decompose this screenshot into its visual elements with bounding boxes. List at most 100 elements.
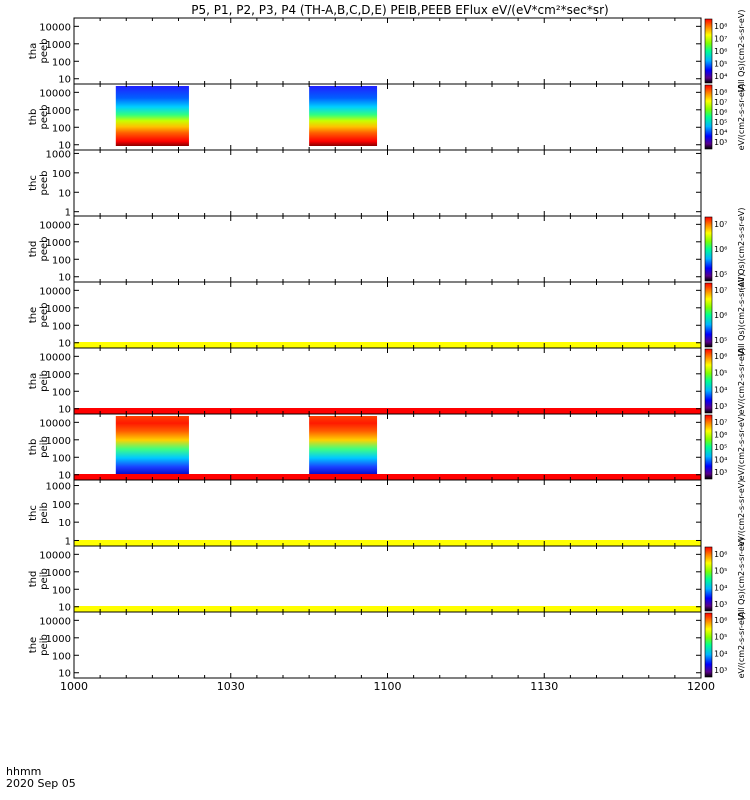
colorbar-tick-label: 10⁵ xyxy=(714,369,727,378)
colorbar-title-text: eV/(cm2-s-sr-eV) xyxy=(737,612,746,679)
colorbar-tick-label: 10⁷ xyxy=(714,220,727,229)
colorbar-tick-label: 10⁷ xyxy=(714,286,727,295)
colorbar-tick-label: 10⁷ xyxy=(714,35,727,44)
y-tick-label: 100 xyxy=(52,387,71,398)
y-tick-label: 100 xyxy=(52,255,71,266)
panel-label-line1: tha xyxy=(28,43,39,59)
panel-label-line1: tha xyxy=(28,373,39,389)
y-tick-label: 100 xyxy=(52,585,71,596)
y-tick-label: 10000 xyxy=(39,550,71,561)
panel-frame xyxy=(73,281,702,349)
panel-label: tha peeb xyxy=(28,39,50,64)
y-tick-label: 1000 xyxy=(46,482,71,493)
colorbar-tick-label: 10⁴ xyxy=(714,385,727,394)
spectrogram-segment-1 xyxy=(115,86,189,146)
figure-title: P5, P1, P2, P3, P4 (TH-A,B,C,D,E) PEIB,P… xyxy=(191,3,608,17)
y-tick-label: 10 xyxy=(58,405,71,416)
panel-label-line2: peeb xyxy=(39,105,50,130)
x-tick-label: 1130 xyxy=(530,680,558,693)
panel-label: thd peib xyxy=(28,568,50,590)
y-tick-label: 10000 xyxy=(39,220,71,231)
colorbar-title: (All Qs)(cm2-s-sr-eV) xyxy=(737,274,746,357)
y-tick-label: 10000 xyxy=(39,418,71,429)
colorbar xyxy=(704,348,713,414)
panel-tha_peeb: 10000 1000 100 10 tha peeb 10⁸ 10⁷ 10⁶ 10⁵ 10⁴ (All… xyxy=(28,10,746,93)
colorbar-tick-label: 10⁶ xyxy=(714,352,727,361)
y-tick-label: 10 xyxy=(58,471,71,482)
panel-frame xyxy=(73,479,702,547)
panel-label: thc peeb xyxy=(28,171,50,196)
colorbar-tick-label: 10³ xyxy=(714,468,727,477)
y-tick-label: 10000 xyxy=(39,616,71,627)
panel-label-line2: peib xyxy=(39,634,50,656)
panel-the_peib: 10000 1000 100 10 the peib 10⁶ 10⁵ 10⁴ 10³ eV/(cm2… xyxy=(28,611,746,680)
y-tick-label: 10000 xyxy=(39,286,71,297)
colorbar-title: eV/(cm2-s-sr-eV) xyxy=(737,414,746,481)
colorbar-tick-label: 10⁵ xyxy=(714,60,727,69)
x-tick-label: 1100 xyxy=(374,680,402,693)
y-tick-label: 1000 xyxy=(46,634,71,645)
panel-tha_peib: 10000 1000 100 10 tha peib 10⁶ 10⁵ 10⁴ 10³ eV/(cm2… xyxy=(28,347,746,416)
y-tick-label: 100 xyxy=(52,500,71,511)
y-tick-label: 10000 xyxy=(39,352,71,363)
y-tick-label: 1000 xyxy=(46,238,71,249)
colorbar-title-text: (All Qs)(cm2-s-sr-eV) xyxy=(737,208,746,291)
panel-label: thc peib xyxy=(28,502,50,524)
y-tick-label: 10 xyxy=(58,518,71,529)
colorbar xyxy=(704,546,713,612)
colorbar xyxy=(704,216,713,282)
y-tick-label: 10 xyxy=(58,141,71,152)
colorbar-tick-label: 10⁶ xyxy=(714,616,727,625)
panel-label-line1: thb xyxy=(28,439,39,456)
panel-label-line2: peib xyxy=(39,436,50,458)
panel-frame xyxy=(73,17,702,85)
panel-label-line2: peib xyxy=(39,568,50,590)
y-tick-label: 1 xyxy=(65,536,71,547)
colorbar-tick-label: 10⁸ xyxy=(714,88,727,97)
spectrogram-segment-2 xyxy=(309,86,378,146)
panel-label-line2: peib xyxy=(39,502,50,524)
panel-frame xyxy=(73,215,702,283)
colorbar-title-text: (All Qs)(cm2-s-sr-eV) xyxy=(737,10,746,93)
colorbar-title-text: eV/(cm2-s-sr-eV) xyxy=(737,84,746,151)
panel-label: tha peib xyxy=(28,370,50,392)
y-tick-label: 100 xyxy=(52,57,71,68)
x-tick-label: 1000 xyxy=(60,680,88,693)
y-tick-label: 1000 xyxy=(46,106,71,117)
x-tick-label: 1200 xyxy=(687,680,715,693)
panel-label: the peeb xyxy=(28,303,50,328)
y-tick-label: 100 xyxy=(52,123,71,134)
colorbar xyxy=(704,84,713,150)
panel-thd_peib: 10000 1000 100 10 thd peib 10⁶ 10⁵ 10⁴ 10³ (All Qs… xyxy=(28,538,746,621)
colorbar-title-text: (All Qs)(cm2-s-sr-eV) xyxy=(737,538,746,621)
colorbar-tick-label: 10⁵ xyxy=(714,336,727,345)
colorbar-title-text: eV/(cm2-s-sr-eV) xyxy=(737,348,746,415)
y-tick-label: 100 xyxy=(52,651,71,662)
colorbar-tick-label: 10⁵ xyxy=(714,567,727,576)
panel-label-line1: thc xyxy=(28,505,39,521)
colorbar-title: (All Qs)(cm2-s-sr-eV) xyxy=(737,538,746,621)
y-tick-label: 100 xyxy=(52,453,71,464)
panel-label-line1: thd xyxy=(28,571,39,588)
colorbar-tick-label: 10⁶ xyxy=(714,550,727,559)
colorbar-tick-label: 10⁶ xyxy=(714,311,727,320)
colorbar-title-text: eV/(cm2-s-sr-eV) xyxy=(737,414,746,481)
panel-label-line1: thb xyxy=(28,109,39,126)
y-tick-label: 1000 xyxy=(46,370,71,381)
panel-label: the peib xyxy=(28,634,50,656)
colorbar-tick-label: 10⁴ xyxy=(714,649,727,658)
y-tick-label: 1 xyxy=(65,208,71,219)
colorbar-tick-label: 10⁴ xyxy=(714,128,727,137)
spectrogram-segment-1 xyxy=(115,416,189,476)
y-tick-label: 10000 xyxy=(39,88,71,99)
colorbar-tick-label: 10⁶ xyxy=(714,431,727,440)
panel-label-line2: peib xyxy=(39,370,50,392)
x-tick-label: 1030 xyxy=(217,680,245,693)
colorbar-tick-label: 10⁵ xyxy=(714,270,727,279)
date-label: 2020 Sep 05 xyxy=(6,777,76,790)
colorbar-title: eV/(cm2-s-sr-eV) xyxy=(737,84,746,151)
spectrogram-segment-2 xyxy=(309,416,378,476)
colorbar-tick-label: 10³ xyxy=(714,666,727,675)
panel-label-line2: peeb xyxy=(39,39,50,64)
y-tick-label: 10000 xyxy=(39,22,71,33)
